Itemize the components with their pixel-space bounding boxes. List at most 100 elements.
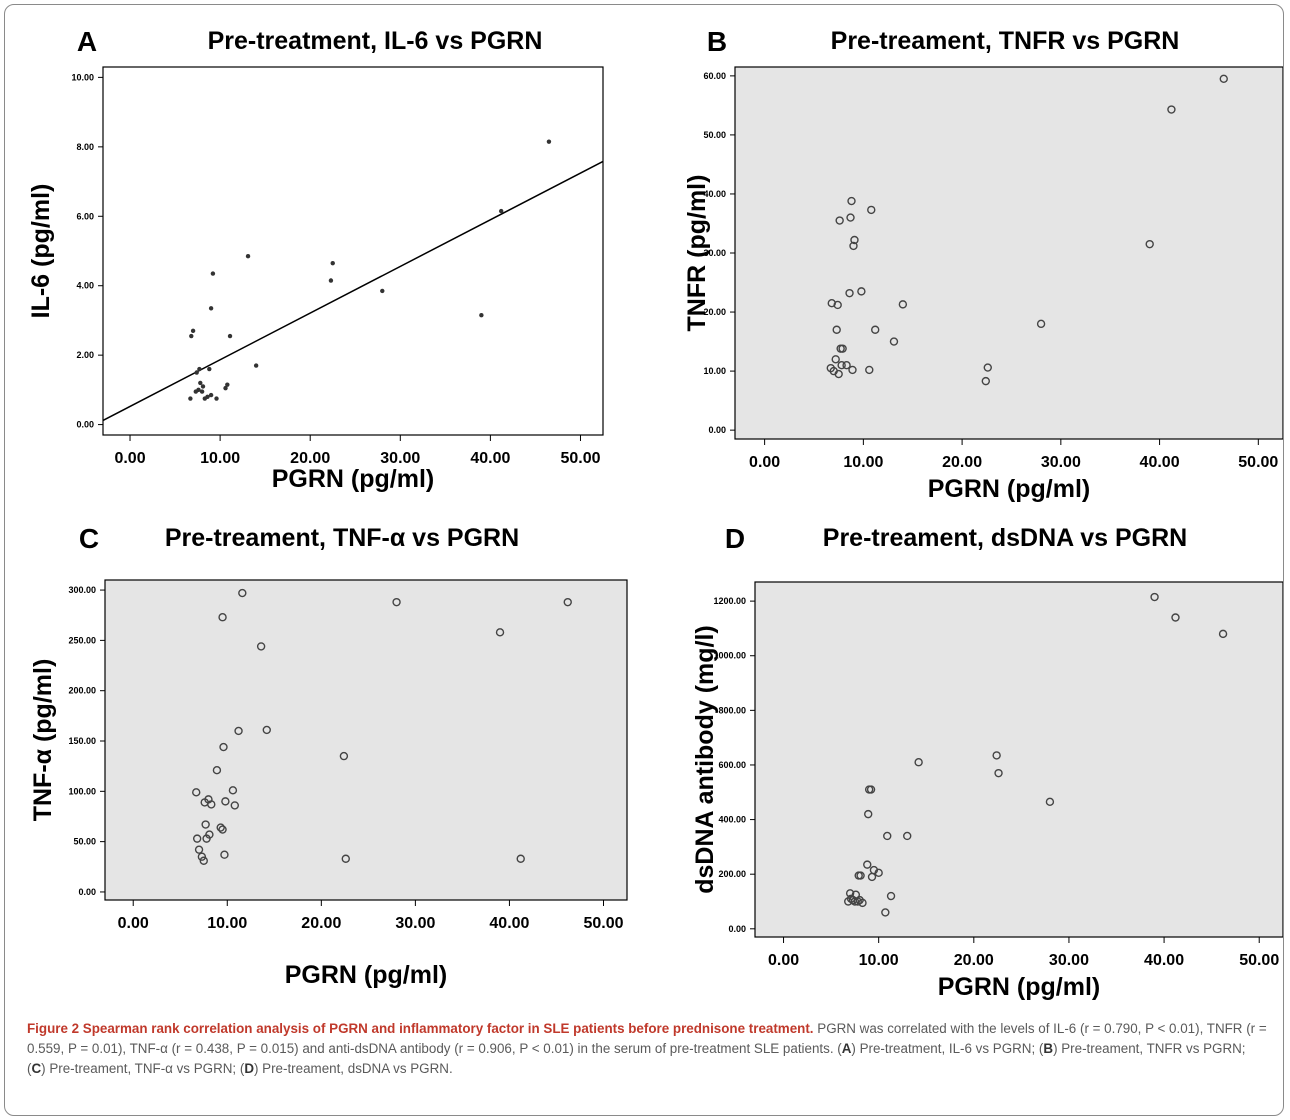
data-point [864,809,873,819]
data-point [228,786,238,795]
data-point [207,366,212,372]
y-tick-label: 30.00 [703,248,726,258]
data-point [216,823,225,832]
data-point [223,385,228,391]
x-tick-label: 40.00 [489,915,529,932]
y-axis-label: IL-6 (pg/ml) [27,184,55,319]
data-point [858,898,867,908]
data-point [238,588,247,598]
y-tick-label: 0.00 [708,425,726,435]
data-point [846,213,855,222]
data-point [205,830,214,839]
chart-panel-d: D Pre-treament, dsDNA vs PGRN 0.00 10.00 20.… [691,523,1283,1001]
x-tick-label: 10.00 [207,915,247,932]
chart-panel-a: A Pre-treatment, IL-6 vs PGRN 0.00 10.00 20.… [27,26,604,493]
y-tick-label: 400.00 [718,815,746,825]
x-tick-label: 40.00 [1144,952,1184,969]
x-tick-label: 30.00 [1049,952,1089,969]
y-tick-label: 100.00 [68,786,96,796]
data-point [1167,105,1176,114]
chart-title: Pre-treament, dsDNA vs PGRN [823,524,1187,552]
x-tick-label: 0.00 [749,454,780,471]
y-tick-label: 250.00 [68,635,96,645]
data-point [392,597,401,607]
data-point [498,208,504,214]
data-point [208,306,214,311]
data-point [834,369,843,379]
y-tick-label: 0.00 [76,420,94,430]
data-point [847,196,856,206]
data-point [218,613,227,622]
data-point [874,868,883,878]
data-point [190,328,196,334]
data-point [230,801,239,810]
data-point [835,216,844,225]
caption-ref-b-letter: B [1043,1041,1054,1056]
data-point [234,726,243,736]
data-point [833,300,842,310]
data-point [831,355,840,364]
data-point [886,891,896,901]
x-tick-label: 30.00 [1041,454,1081,471]
x-axis-label: PGRN (pg/ml) [285,961,448,989]
x-tick-label: 50.00 [1239,952,1279,969]
y-tick-label: 50.00 [73,837,96,847]
y-axis-label: dsDNA antibody (mg/l) [691,625,719,894]
data-point [225,382,230,387]
caption-ref-d-text: ) Pre-treament, dsDNA vs PGRN. [253,1061,453,1076]
data-point [1219,74,1228,84]
data-point [214,396,219,401]
data-point [898,300,908,309]
x-tick-label: 10.00 [200,450,240,467]
y-tick-label: 1000.00 [713,651,746,661]
data-point [881,908,890,917]
y-tick-label: 150.00 [68,736,96,746]
data-point [883,831,892,841]
panel-letter: C [79,523,99,554]
data-point [197,852,207,861]
x-tick-label: 20.00 [942,454,982,471]
data-point [1218,629,1228,639]
data-point [220,850,229,859]
data-point [205,394,210,400]
data-point [849,241,858,251]
chart-title: Pre-treament, TNF-α vs PGRN [165,524,519,552]
fit-line [102,160,604,422]
caption-ref-b-text: ) Pre-treament, TNFR vs PGRN; ( [27,1041,1246,1076]
data-point [188,396,193,401]
caption-body: PGRN was correlated with the levels of I… [27,1021,1267,1056]
data-point [838,344,847,353]
data-point [1150,592,1159,602]
y-tick-label: 8.00 [76,142,94,152]
x-tick-label: 20.00 [290,450,330,467]
y-tick-label: 0.00 [78,887,96,897]
y-tick-label: 50.00 [703,130,726,140]
caption-ref-d-letter: D [244,1061,254,1076]
data-point [1045,797,1055,807]
data-point [262,725,271,735]
data-point [914,758,923,767]
y-axis-label: TNF-α (pg/ml) [29,659,57,822]
data-point [219,742,228,752]
data-point [889,337,899,346]
data-point [832,325,841,334]
data-point [221,797,230,806]
chart-panel-c: C Pre-treament, TNF-α vs PGRN 0.00 10.00 20.… [29,523,628,989]
figure-panels: A Pre-treatment, IL-6 vs PGRN 0.00 10.00 20.… [27,26,1283,1001]
data-point [200,384,206,389]
data-point [198,380,203,386]
x-tick-label: 50.00 [583,915,623,932]
data-point [865,365,874,375]
x-tick-label: 50.00 [560,450,600,467]
x-tick-label: 10.00 [843,454,883,471]
x-axis-label: PGRN (pg/ml) [928,475,1091,503]
panel-letter: A [77,26,97,57]
chart-title: Pre-treatment, IL-6 vs PGRN [208,27,543,55]
plot-area [102,66,604,436]
data-point [339,751,349,761]
data-point [866,785,876,794]
data-point [189,333,194,339]
data-point [201,820,210,829]
data-point [853,897,862,906]
data-point [516,854,525,863]
